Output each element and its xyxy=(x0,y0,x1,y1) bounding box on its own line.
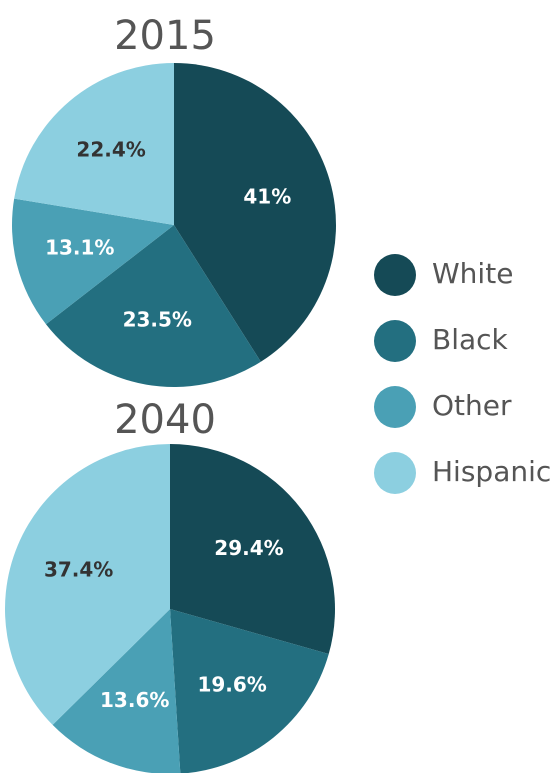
chart-title: 2040 xyxy=(114,397,216,443)
pie-slice xyxy=(174,63,337,362)
legend-swatch xyxy=(374,452,416,494)
value-label: 23.5% xyxy=(123,307,192,331)
value-label: 13.6% xyxy=(100,688,169,712)
pie-slice xyxy=(14,63,175,225)
pie-slice xyxy=(11,198,174,325)
pie-slice xyxy=(170,444,335,655)
value-label: 19.6% xyxy=(197,673,266,697)
legend-label: Hispanic xyxy=(432,455,551,488)
legend-label: Black xyxy=(432,323,509,356)
value-label: 29.4% xyxy=(214,536,283,560)
pie-slice xyxy=(52,609,181,775)
legend-label: White xyxy=(432,257,513,290)
legend-label: Other xyxy=(432,389,512,422)
pie-slice xyxy=(4,443,170,725)
pie-slice xyxy=(170,609,329,774)
chart-title: 2015 xyxy=(114,13,216,59)
legend-swatch xyxy=(374,320,416,362)
pie-slice xyxy=(45,225,261,387)
value-label: 22.4% xyxy=(76,137,145,161)
legend-swatch xyxy=(374,254,416,296)
value-label: 41% xyxy=(243,184,291,208)
legend-swatch xyxy=(374,386,416,428)
value-label: 37.4% xyxy=(44,557,113,581)
value-label: 13.1% xyxy=(45,235,114,259)
